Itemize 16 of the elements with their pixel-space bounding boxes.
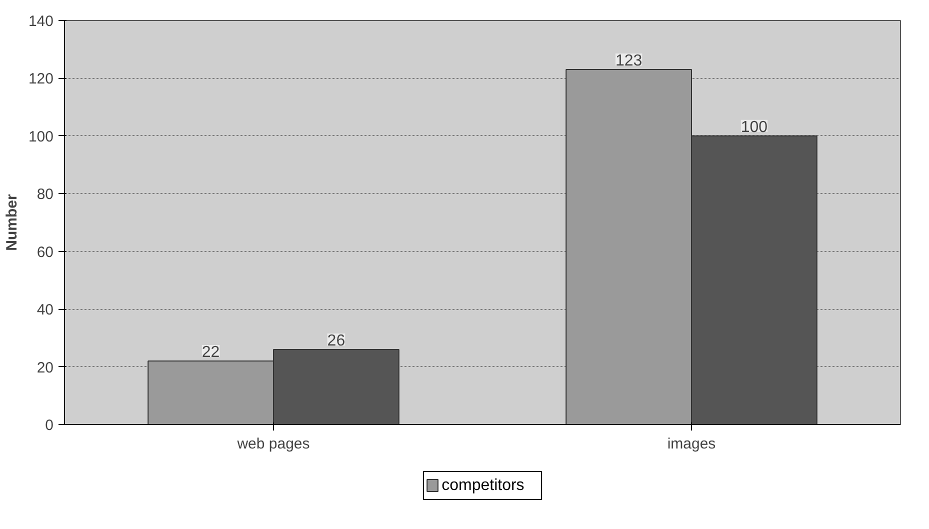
y-tick-label: 80 bbox=[36, 186, 54, 204]
data-label: 123 bbox=[615, 52, 642, 70]
data-label: 100 bbox=[740, 118, 768, 136]
y-axis-title: Number bbox=[3, 194, 20, 251]
x-tick-label: web pages bbox=[236, 436, 310, 452]
y-tick-label: 60 bbox=[36, 244, 54, 261]
y-tick-label: 20 bbox=[36, 359, 54, 376]
y-tick-label: 120 bbox=[28, 70, 54, 88]
data-label: 22 bbox=[202, 344, 220, 362]
y-tick-label: 100 bbox=[28, 128, 54, 146]
data-label: 26 bbox=[327, 332, 346, 350]
legend-label: competitors bbox=[442, 477, 524, 494]
y-tick-label: 0 bbox=[45, 417, 54, 434]
y-tick-label: 40 bbox=[36, 302, 54, 319]
y-tick-label: 140 bbox=[28, 13, 54, 30]
x-tick-label: images bbox=[667, 436, 716, 452]
